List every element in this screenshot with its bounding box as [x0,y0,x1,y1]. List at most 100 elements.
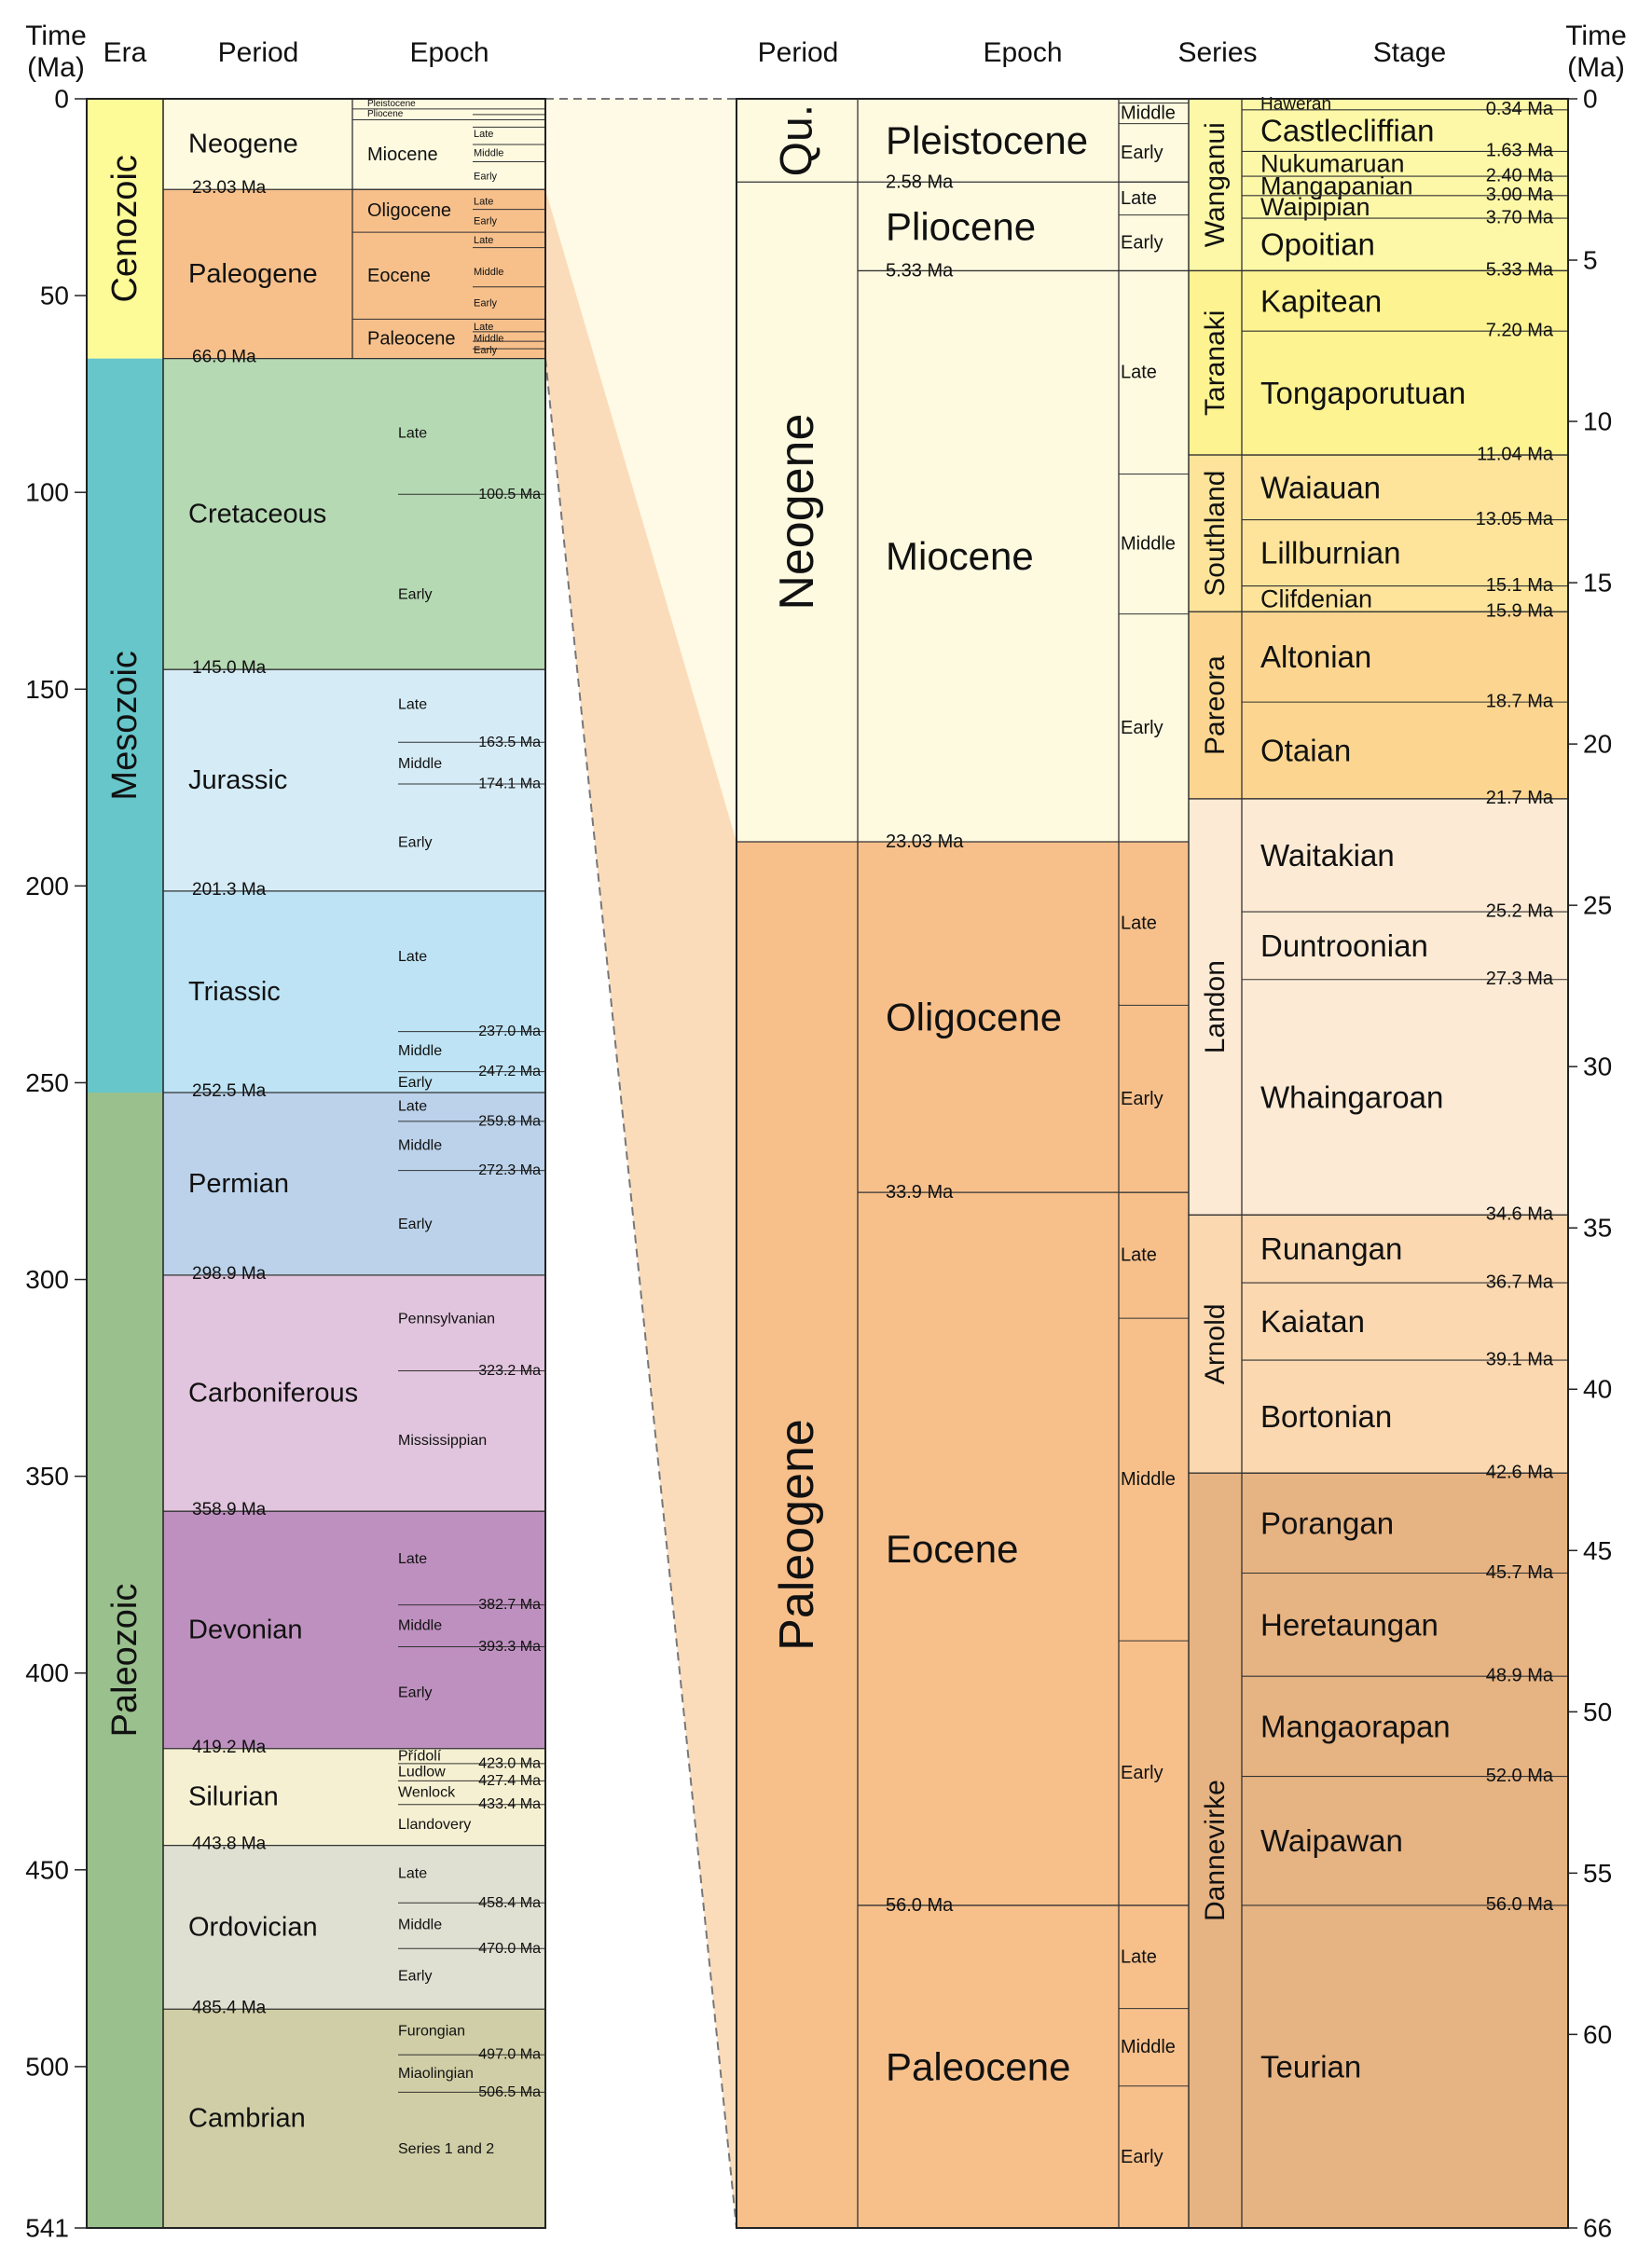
stage-boundary-label: 3.00 Ma [1486,185,1554,205]
right-epoch-oligocene-label: Oligocene [886,996,1062,1039]
epoch-late-label: Late [398,1098,427,1114]
epoch-middle-label: Middle [398,1618,442,1634]
stage-haweran-label: Haweran [1260,94,1331,114]
era-paleozoic-label: Paleozoic [105,1584,145,1738]
column-headers: Time (Ma) Era Period Epoch Period Epoch … [25,21,1627,83]
epoch-early-label: Early [398,1075,432,1091]
right-subepoch-label: Middle [1121,2037,1176,2057]
series-pareora-label: Pareora [1200,655,1231,755]
epoch-furongian-label: Furongian [398,2023,465,2039]
period-paleogene-band [163,189,545,359]
stage-bortonian-label: Bortonian [1260,1399,1392,1434]
right-epoch-boundary-label: 56.0 Ma [886,1895,954,1916]
epoch-llandovery-label: Llandovery [398,1817,471,1833]
cenozoic-subepoch-label: Middle [474,334,503,345]
era-cenozoic-band [87,99,163,359]
period-triassic-label: Triassic [188,977,281,1007]
right-axis-tick-label: 10 [1583,407,1612,436]
series-arnold-label: Arnold [1200,1303,1231,1384]
period-permian-label: Permian [188,1169,289,1199]
epoch-early-label: Early [398,834,432,850]
epoch-late-label: Late [398,1866,427,1882]
stage-teurian-label: Teurian [1260,2049,1361,2083]
stage-otaian-label: Otaian [1260,734,1351,768]
left-axis-tick-label: 500 [25,2052,69,2081]
right-axis-tick-label: 35 [1583,1214,1612,1243]
epoch-late-label: Late [398,949,427,965]
right-subepoch-label: Late [1121,914,1157,934]
stage-boundary-label: 42.6 Ma [1486,1462,1554,1482]
cenozoic-subepoch-label: Late [474,129,493,140]
right-panel: Qu. Neogene Paleogene Pleistocene Pliocene 2.… [736,85,1612,2243]
stage-runangan-label: Runangan [1260,1231,1402,1266]
stage-boundary-label: 13.05 Ma [1476,509,1554,529]
series-dannevirke-label: Dannevirke [1200,1780,1231,1921]
right-period-neogene-label: Neogene [770,414,824,611]
left-time-unit-header: (Ma) [27,52,85,83]
epoch-middle-label: Middle [398,1043,442,1059]
cenozoic-subepoch-label: Early [474,216,498,227]
stage-nukumaruan-label: Nukumaruan [1260,150,1405,178]
period-boundary-label: 358.9 Ma [192,1500,267,1519]
stage-mangaorapan-label: Mangaorapan [1260,1709,1451,1743]
period-boundary-label: 298.9 Ma [192,1264,267,1284]
epoch-boundary-label: 237.0 Ma [478,1024,541,1039]
cenozoic-subepoch-label: Late [474,235,493,246]
cenozoic-subepoch-label: Late [474,197,493,208]
left-period-header: Period [218,37,299,68]
stage-lillburnian-label: Lillburnian [1260,536,1400,571]
epoch-boundary-label: 259.8 Ma [478,1113,541,1129]
right-epoch-header: Epoch [983,37,1062,68]
right-subepoch-label: Late [1121,1946,1157,1967]
stage-heretaungan-label: Heretaungan [1260,1607,1439,1642]
right-axis-tick-label: 50 [1583,1698,1612,1726]
right-epoch-boundary-label: 5.33 Ma [886,260,954,281]
stage-boundary-label: 0.34 Ma [1486,99,1554,119]
epoch-boundary-label: 100.5 Ma [478,487,541,502]
epoch-boundary-label: 382.7 Ma [478,1597,541,1613]
series-southland-label: Southland [1200,471,1231,597]
right-axis-tick-label: 60 [1583,2020,1612,2049]
period-cambrian-label: Cambrian [188,2104,306,2134]
epoch-boundary-label: 427.4 Ma [478,1773,541,1789]
connector-neogene [545,99,737,842]
period-silurian-band [163,1748,545,1846]
stage-castlecliffian-label: Castlecliffian [1260,114,1434,148]
period-devonian-label: Devonian [188,1615,303,1644]
stage-duntroonian-label: Duntroonian [1260,928,1428,963]
cenozoic-subepoch-label: Late [474,322,493,333]
series-taranaki-label: Taranaki [1200,310,1231,416]
period-cretaceous-label: Cretaceous [188,499,326,529]
epoch-boundary-label: 497.0 Ma [478,2047,541,2063]
stage-tongaporutuan-label: Tongaporutuan [1260,376,1466,410]
period-boundary-label: 145.0 Ma [192,658,267,678]
epoch-middle-label: Middle [398,1917,442,1932]
cenozoic-epoch-paleocene-label: Paleocene [367,329,456,350]
period-jurassic-band [163,669,545,891]
left-panel: Cenozoic Mesozoic Paleozoic Neogene Paleogen… [25,85,546,2243]
right-series-header: Series [1177,37,1257,68]
cenozoic-epoch-pliocene-label: Pliocene [367,109,404,119]
period-carboniferous-label: Carboniferous [188,1379,358,1409]
right-epoch-pliocene-label: Pliocene [886,204,1036,248]
epoch-p-dol-label: Přídolí [398,1749,442,1765]
era-mesozoic-band [87,358,163,1093]
stage-boundary-label: 39.1 Ma [1486,1349,1554,1369]
epoch-ludlow-label: Ludlow [398,1765,446,1781]
era-mesozoic-label: Mesozoic [105,651,145,801]
period-silurian-label: Silurian [188,1782,279,1812]
right-period-neogene-band [737,182,1189,842]
period-cambrian-band [163,2009,545,2228]
period-cretaceous-band [163,358,545,670]
stage-boundary-label: 18.7 Ma [1486,691,1554,711]
epoch-boundary-label: 247.2 Ma [478,1064,541,1079]
left-axis-tick-label: 0 [54,85,69,114]
right-subepoch-label: Early [1121,143,1163,163]
stage-boundary-label: 48.9 Ma [1486,1666,1554,1686]
period-triassic-band [163,890,545,1093]
left-axis-tick-label: 150 [25,675,69,704]
period-paleogene-label: Paleogene [188,259,318,289]
stage-porangan-label: Porangan [1260,1506,1394,1540]
left-axis-tick-label: 100 [25,478,69,507]
epoch-boundary-label: 433.4 Ma [478,1796,541,1812]
